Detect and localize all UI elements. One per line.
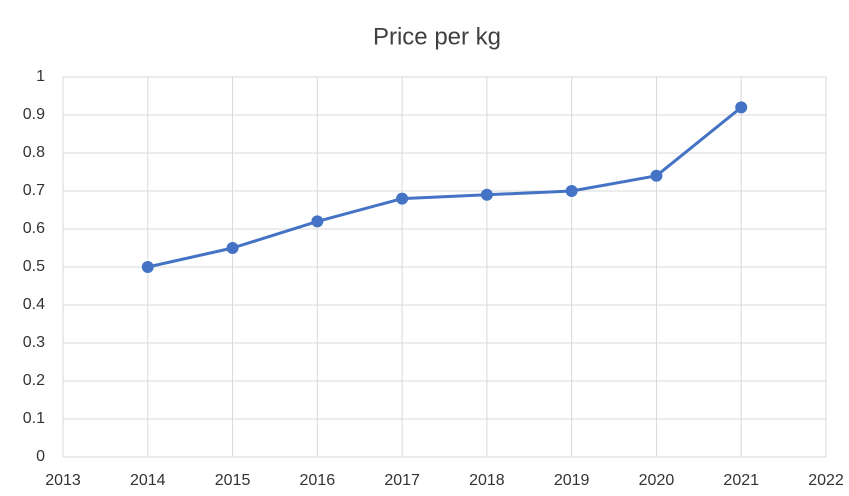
x-tick-label: 2015 (215, 472, 251, 489)
chart-title: Price per kg (373, 23, 501, 50)
y-tick-label: 0.1 (23, 410, 45, 427)
y-tick-label: 0.5 (23, 258, 45, 275)
y-tick-label: 0 (36, 448, 45, 465)
data-point (141, 261, 154, 273)
y-tick-label: 0.3 (23, 334, 45, 351)
x-tick-label: 2014 (130, 472, 166, 489)
data-line (147, 106, 743, 269)
y-tick-label: 0.7 (23, 182, 45, 199)
data-point (565, 185, 578, 197)
y-tick-label: 0.2 (23, 372, 45, 389)
x-tick-label: 2022 (808, 472, 844, 489)
x-tick-label: 2017 (384, 472, 420, 489)
data-point (311, 215, 324, 228)
x-tick-label: 2018 (469, 472, 505, 489)
x-tick-label: 2021 (723, 472, 759, 489)
y-tick-label: 1 (36, 68, 45, 85)
x-tick-label: 2013 (45, 472, 81, 489)
x-tick-label: 2016 (300, 472, 336, 489)
y-tick-label: 0.8 (23, 144, 45, 161)
data-point (650, 169, 663, 182)
data-point (226, 242, 239, 254)
data-point (396, 192, 409, 205)
y-tick-label: 0.9 (23, 106, 45, 123)
y-tick-label: 0.6 (23, 220, 45, 237)
y-tick-label: 0.4 (23, 296, 45, 313)
data-point (735, 101, 748, 114)
data-point (480, 188, 493, 201)
x-tick-label: 2020 (639, 472, 675, 489)
x-tick-label: 2019 (554, 472, 590, 489)
